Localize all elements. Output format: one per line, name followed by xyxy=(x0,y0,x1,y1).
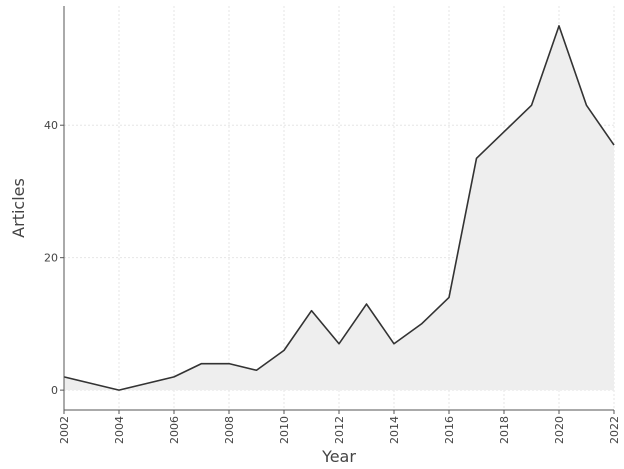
x-tick-label: 2010 xyxy=(278,416,291,444)
x-tick-label: 2008 xyxy=(223,416,236,444)
x-tick-label: 2020 xyxy=(553,416,566,444)
y-tick-label: 0 xyxy=(51,384,58,397)
y-tick-label: 20 xyxy=(44,252,58,265)
x-tick-label: 2018 xyxy=(498,416,511,444)
area-fill xyxy=(64,25,614,391)
y-tick-label: 40 xyxy=(44,119,58,132)
x-axis-title: Year xyxy=(321,447,356,466)
x-tick-label: 2014 xyxy=(388,416,401,444)
y-axis-title: Articles xyxy=(9,178,28,238)
x-tick-label: 2016 xyxy=(443,416,456,444)
x-tick-label: 2006 xyxy=(168,416,181,444)
tick-labels: 2002 2004 2006 2008 2010 2012 2014 2016 2018 2020… xyxy=(44,119,621,444)
x-tick-label: 2022 xyxy=(608,416,621,444)
x-tick-label: 2002 xyxy=(58,416,71,444)
x-tick-label: 2004 xyxy=(113,416,126,444)
series-line xyxy=(63,25,615,391)
x-tick-label: 2012 xyxy=(333,416,346,444)
